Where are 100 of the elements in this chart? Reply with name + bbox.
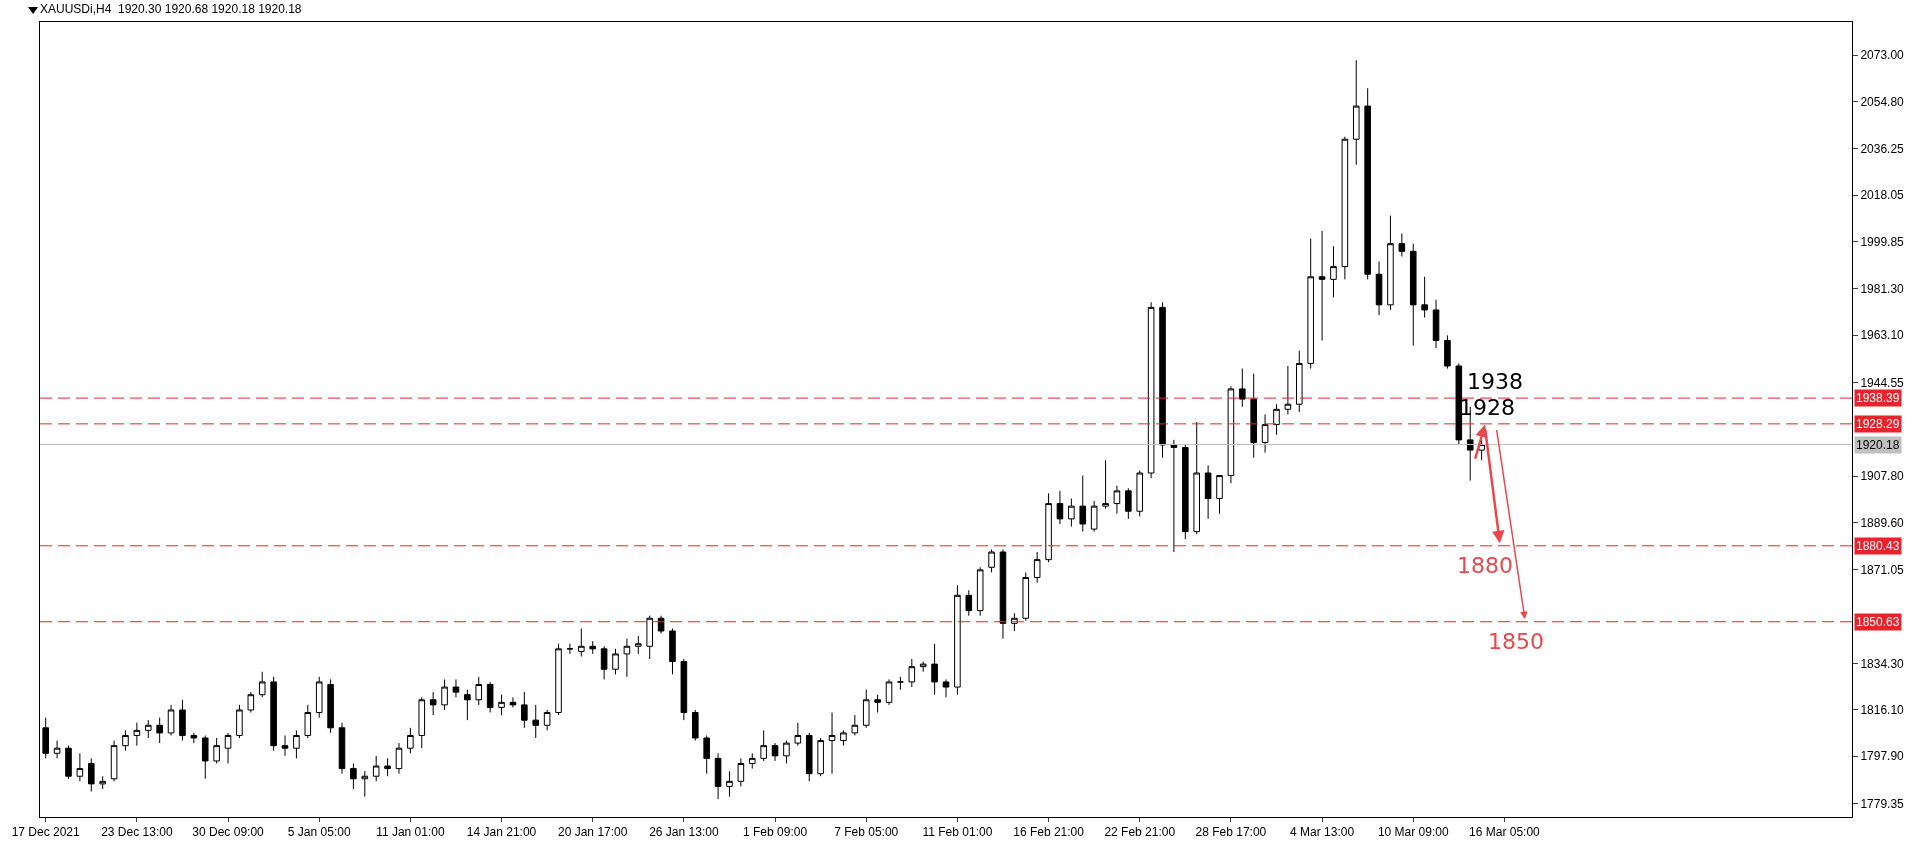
candlestick	[1261, 413, 1269, 454]
candlestick	[1227, 385, 1235, 484]
candlestick	[874, 694, 881, 714]
candlestick	[669, 627, 676, 675]
candlestick	[714, 752, 722, 800]
x-tick-label: 10 Mar 09:00	[1377, 825, 1449, 840]
candlestick	[1318, 230, 1326, 342]
candlestick	[1216, 475, 1223, 515]
candlestick	[76, 752, 84, 782]
x-tick-label: 16 Mar 05:00	[1469, 825, 1541, 840]
candlestick	[1056, 490, 1064, 525]
annotation: 1938	[1467, 369, 1523, 394]
candlestick	[1409, 243, 1417, 347]
y-tick-label: 1907.80	[1860, 469, 1905, 484]
candlestick	[623, 638, 631, 678]
candlestick	[1045, 492, 1052, 563]
candlestick	[42, 717, 49, 759]
candlestick	[931, 643, 938, 696]
candlestick	[65, 745, 72, 780]
candlestick	[395, 742, 403, 775]
candlestick	[1068, 497, 1075, 528]
candlestick	[1250, 373, 1257, 459]
ref-line-label: 1938.39	[1856, 391, 1900, 405]
candlestick	[1421, 276, 1428, 319]
candlestick	[771, 742, 779, 762]
candlestick	[179, 699, 186, 742]
candlestick	[338, 722, 346, 775]
candlestick	[783, 740, 790, 764]
candlestick	[213, 737, 220, 764]
candlestick	[315, 676, 323, 719]
candlestick	[600, 645, 608, 680]
candlestick	[201, 734, 209, 780]
ref-line-label: 1928.29	[1856, 417, 1900, 431]
candlestick	[509, 696, 517, 708]
candlestick	[418, 696, 426, 749]
candlestick	[908, 658, 916, 688]
candlestick	[1444, 334, 1451, 370]
candlestick	[919, 661, 927, 673]
candlestick	[965, 589, 973, 617]
candlestick	[452, 678, 460, 698]
candlestick	[156, 717, 163, 744]
candlestick	[1182, 444, 1189, 540]
x-tick-label: 23 Dec 13:00	[101, 825, 173, 840]
x-tick-label: 22 Feb 21:00	[1104, 825, 1176, 840]
y-tick-label: 2073.00	[1860, 48, 1905, 63]
candlestick	[555, 643, 562, 716]
candlestick	[1125, 487, 1132, 520]
candlestick	[167, 704, 175, 736]
x-tick-label: 11 Jan 01:00	[376, 825, 445, 840]
x-tick-label: 5 Jan 05:00	[287, 825, 351, 840]
y-tick-label: 1834.30	[1860, 656, 1905, 671]
candlestick	[1079, 475, 1087, 533]
candlestick	[988, 548, 995, 573]
annotation: 1850	[1488, 629, 1544, 654]
candlestick	[1204, 464, 1212, 520]
x-tick-label: 11 Feb 01:00	[922, 825, 993, 840]
candlestick	[1330, 245, 1337, 298]
y-tick-label: 1889.60	[1860, 515, 1905, 530]
candlestick	[612, 648, 619, 675]
candlestick	[897, 676, 904, 691]
candlestick	[646, 615, 653, 660]
x-tick-label: 7 Feb 05:00	[834, 825, 899, 840]
candlestick	[258, 671, 266, 698]
candlestick	[954, 584, 961, 696]
candlestick	[942, 678, 950, 698]
y-tick-label: 1816.10	[1860, 702, 1905, 717]
candlestick	[1136, 469, 1144, 517]
candlestick	[350, 762, 357, 790]
candlestick	[99, 775, 106, 790]
x-tick-label: 4 Mar 13:00	[1290, 825, 1355, 840]
candlestick	[1090, 500, 1098, 533]
candlestick	[1432, 299, 1440, 349]
candlestick	[805, 732, 813, 782]
x-tick-label: 16 Feb 21:00	[1013, 825, 1085, 840]
candlestick	[384, 757, 391, 777]
candlestick	[862, 689, 870, 729]
annotation: 1880	[1457, 553, 1513, 578]
candlestick	[475, 676, 483, 706]
candlestick	[293, 729, 300, 759]
candlestick	[532, 704, 540, 739]
candlestick	[1033, 551, 1041, 584]
candlestick	[703, 734, 710, 775]
y-tick-label: 1999.85	[1860, 234, 1905, 249]
candlestick	[680, 658, 688, 721]
candlestick	[1102, 459, 1109, 510]
candlestick	[236, 704, 243, 739]
y-tick-label: 1779.35	[1860, 796, 1905, 811]
candlestick	[1398, 232, 1406, 257]
candlestick	[851, 714, 859, 736]
y-tick-label: 1797.90	[1860, 749, 1905, 764]
candlestick	[794, 722, 802, 747]
y-tick-label: 1944.55	[1860, 375, 1905, 390]
candlestick	[760, 729, 767, 762]
candlestick	[1364, 87, 1371, 280]
candlestick	[578, 627, 585, 657]
candlestick	[247, 691, 255, 714]
candlestick	[1147, 301, 1155, 479]
candlestick	[817, 737, 824, 777]
candlestick	[828, 712, 836, 775]
candlestick	[1113, 485, 1121, 515]
